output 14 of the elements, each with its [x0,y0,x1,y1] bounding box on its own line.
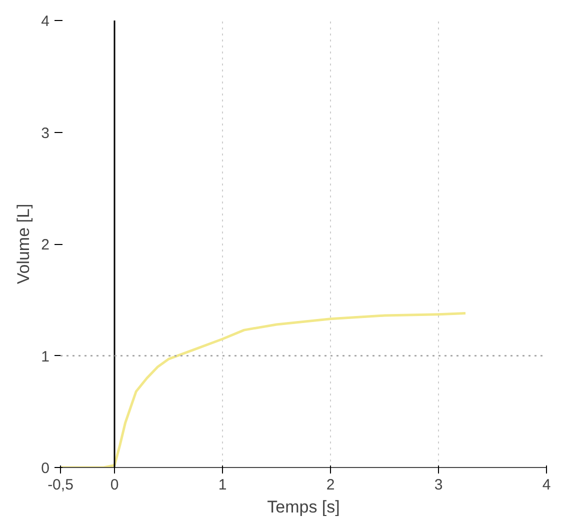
x-tick-label: 3 [434,476,443,494]
x-tick-label: -0,5 [48,476,74,494]
y-tick-label: 2 [41,236,50,254]
y-tick-label: 0 [41,460,50,477]
x-tick-label: 4 [542,476,551,494]
line-series [60,312,467,468]
y-tick-label: 4 [41,13,50,30]
x-tick-label: 1 [218,476,227,494]
y-axis-title: Volume [L] [14,204,34,284]
y-tick-label: 1 [41,348,50,366]
x-axis-title: Temps [s] [267,498,340,516]
x-tick-label: 2 [326,476,335,494]
y-tick-label: 3 [41,124,50,142]
x-tick-label: 0 [110,476,119,494]
